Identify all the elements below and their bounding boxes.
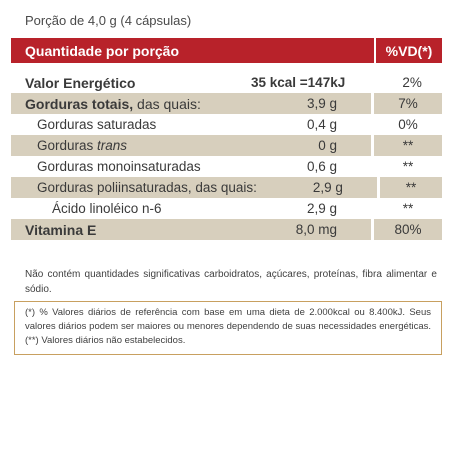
nutrition-table: Quantidade por porção %VD(*) Valor Energ… <box>11 38 442 240</box>
row-amount: 8,0 mg <box>295 222 337 237</box>
row-amount: 0 g <box>318 138 337 153</box>
row-amount: 0,6 g <box>306 159 337 174</box>
row-linoleic-acid: Ácido linoléico n-6 2,9 g ** <box>11 198 442 219</box>
row-dv: ** <box>402 138 414 153</box>
row-energy: Valor Energético 35 kcal =147kJ 2% <box>11 72 442 93</box>
row-vitamin-e: Vitamina E 8,0 mg 80% <box>11 219 442 240</box>
row-dv: 0% <box>398 117 418 132</box>
row-name: Gorduras saturadas <box>37 117 157 132</box>
row-trans-fat: Gorduras trans 0 g ** <box>11 135 442 156</box>
row-name: Vitamina E <box>25 221 97 238</box>
row-dv: 7% <box>398 96 418 111</box>
row-name: Valor Energético <box>25 74 136 91</box>
row-total-fat: Gorduras totais, das quais: 3,9 g 7% <box>11 93 442 114</box>
row-amount: 2,9 g <box>306 201 337 216</box>
row-name: Ácido linoléico n-6 <box>52 201 162 216</box>
header-divider <box>374 38 376 63</box>
row-saturated-fat: Gorduras saturadas 0,4 g 0% <box>11 114 442 135</box>
table-header: Quantidade por porção %VD(*) <box>11 38 442 63</box>
header-dv-label: %VD(*) <box>385 42 433 59</box>
row-amount: 35 kcal =147kJ <box>251 75 346 90</box>
row-name: Gorduras totais, das quais: <box>25 95 201 112</box>
footnote-text: (*) % Valores diários de referência com … <box>25 307 431 346</box>
serving-size: Porção de 4,0 g (4 cápsulas) <box>25 13 192 28</box>
row-dv: ** <box>402 159 414 174</box>
row-dv: ** <box>402 201 414 216</box>
row-amount: 2,9 g <box>312 180 343 195</box>
row-dv: ** <box>405 180 417 195</box>
row-amount: 3,9 g <box>306 96 337 111</box>
footnote-box: (*) % Valores diários de referência com … <box>14 301 442 355</box>
row-amount: 0,4 g <box>306 117 337 132</box>
nutrient-note: Não contém quantidades significativas ca… <box>25 269 437 295</box>
row-name: Gorduras poliinsaturadas, das quais: <box>37 180 257 195</box>
row-dv: 2% <box>402 75 422 90</box>
header-quantity-label: Quantidade por porção <box>25 42 180 59</box>
row-monounsaturated-fat: Gorduras monoinsaturadas 0,6 g ** <box>11 156 442 177</box>
row-name: Gorduras trans <box>37 138 128 153</box>
row-name: Gorduras monoinsaturadas <box>37 159 201 174</box>
row-polyunsaturated-fat: Gorduras poliinsaturadas, das quais: 2,9… <box>11 177 442 198</box>
row-dv: 80% <box>394 222 422 237</box>
